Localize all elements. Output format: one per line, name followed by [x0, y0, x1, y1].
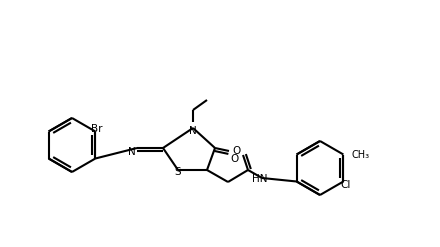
Text: N: N: [128, 147, 136, 157]
Text: S: S: [175, 167, 181, 177]
Text: Cl: Cl: [340, 180, 351, 189]
Text: Br: Br: [91, 124, 102, 133]
Text: O: O: [232, 146, 240, 156]
Text: CH₃: CH₃: [352, 149, 370, 160]
Text: N: N: [189, 126, 197, 136]
Text: O: O: [231, 154, 239, 164]
Text: HN: HN: [252, 174, 268, 184]
